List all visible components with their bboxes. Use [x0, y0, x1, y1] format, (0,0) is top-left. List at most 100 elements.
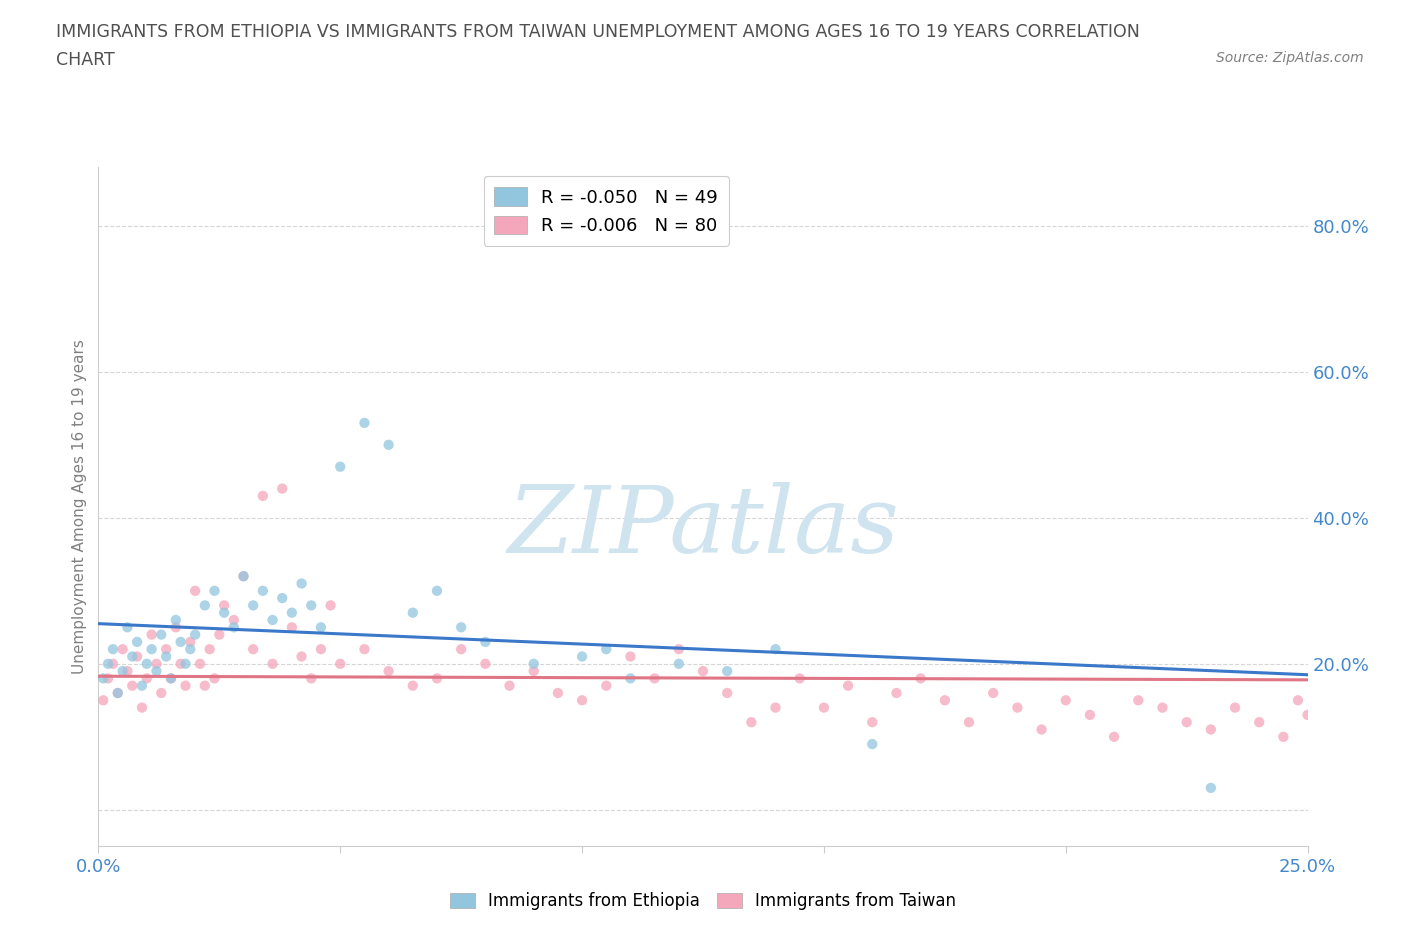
Point: [1272, 729, 1295, 744]
Point: [474, 657, 496, 671]
Point: [169, 634, 191, 649]
Point: [262, 613, 284, 628]
Point: [319, 598, 342, 613]
Text: CHART: CHART: [56, 51, 115, 69]
Point: [299, 671, 322, 685]
Point: [910, 671, 932, 685]
Point: [329, 459, 352, 474]
Point: [1078, 708, 1101, 723]
Point: [402, 605, 425, 620]
Point: [212, 605, 235, 620]
Point: [184, 627, 207, 642]
Point: [523, 664, 546, 679]
Point: [1199, 722, 1222, 737]
Point: [886, 685, 908, 700]
Point: [204, 671, 226, 685]
Point: [141, 642, 163, 657]
Point: [127, 649, 149, 664]
Point: [1296, 708, 1319, 723]
Point: [131, 678, 153, 693]
Point: [716, 664, 738, 679]
Legend: Immigrants from Ethiopia, Immigrants from Taiwan: Immigrants from Ethiopia, Immigrants fro…: [443, 885, 963, 917]
Point: [1054, 693, 1077, 708]
Point: [860, 737, 883, 751]
Point: [155, 649, 177, 664]
Point: [523, 657, 546, 671]
Point: [150, 627, 173, 642]
Point: [135, 657, 157, 671]
Point: [101, 657, 124, 671]
Point: [571, 693, 593, 708]
Point: [155, 642, 177, 657]
Point: [252, 488, 274, 503]
Point: [813, 700, 835, 715]
Point: [981, 685, 1004, 700]
Point: [107, 685, 129, 700]
Point: [91, 671, 114, 685]
Point: [160, 671, 183, 685]
Point: [222, 620, 245, 635]
Point: [121, 678, 143, 693]
Point: [165, 613, 187, 628]
Point: [668, 657, 690, 671]
Point: [262, 657, 284, 671]
Point: [547, 685, 569, 700]
Point: [668, 642, 690, 657]
Point: [145, 664, 167, 679]
Point: [111, 664, 134, 679]
Point: [204, 583, 226, 598]
Point: [107, 685, 129, 700]
Point: [571, 649, 593, 664]
Point: [426, 583, 449, 598]
Point: [169, 657, 191, 671]
Point: [242, 642, 264, 657]
Point: [1007, 700, 1029, 715]
Point: [1223, 700, 1246, 715]
Point: [101, 642, 124, 657]
Point: [131, 700, 153, 715]
Point: [117, 664, 139, 679]
Point: [179, 642, 201, 657]
Point: [232, 569, 254, 584]
Point: [232, 569, 254, 584]
Point: [222, 613, 245, 628]
Point: [309, 642, 332, 657]
Legend: R = -0.050   N = 49, R = -0.006   N = 80: R = -0.050 N = 49, R = -0.006 N = 80: [484, 177, 728, 246]
Point: [252, 583, 274, 598]
Point: [141, 627, 163, 642]
Point: [97, 671, 120, 685]
Point: [121, 649, 143, 664]
Point: [934, 693, 956, 708]
Point: [595, 642, 617, 657]
Point: [179, 634, 201, 649]
Point: [765, 642, 787, 657]
Point: [299, 598, 322, 613]
Point: [837, 678, 859, 693]
Point: [290, 576, 312, 591]
Point: [860, 715, 883, 730]
Point: [498, 678, 520, 693]
Point: [184, 583, 207, 598]
Point: [281, 605, 304, 620]
Point: [619, 649, 641, 664]
Point: [450, 620, 472, 635]
Point: [194, 678, 217, 693]
Text: ZIPatlas: ZIPatlas: [508, 483, 898, 572]
Point: [1286, 693, 1309, 708]
Point: [127, 634, 149, 649]
Point: [208, 627, 231, 642]
Point: [188, 657, 211, 671]
Point: [281, 620, 304, 635]
Point: [450, 642, 472, 657]
Point: [402, 678, 425, 693]
Point: [117, 620, 139, 635]
Point: [716, 685, 738, 700]
Point: [595, 678, 617, 693]
Point: [271, 591, 294, 605]
Point: [198, 642, 221, 657]
Point: [1152, 700, 1174, 715]
Point: [765, 700, 787, 715]
Point: [1199, 780, 1222, 795]
Point: [145, 657, 167, 671]
Point: [353, 416, 375, 431]
